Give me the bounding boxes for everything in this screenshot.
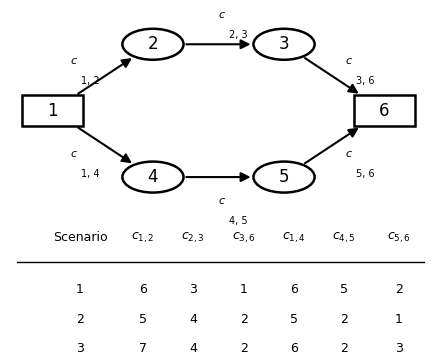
Text: 1, 2: 1, 2	[81, 76, 100, 86]
Text: $\mathregular{c}$: $\mathregular{c}$	[70, 149, 78, 159]
Text: 1: 1	[240, 283, 248, 296]
Text: 4: 4	[148, 168, 158, 186]
Text: 5: 5	[139, 312, 147, 326]
Text: 5: 5	[290, 312, 298, 326]
Text: $c_{4,5}$: $c_{4,5}$	[333, 230, 356, 245]
Text: 2: 2	[340, 342, 348, 355]
Text: $c_{5,6}$: $c_{5,6}$	[387, 230, 411, 245]
Text: 3: 3	[76, 342, 84, 355]
Text: 2, 3: 2, 3	[229, 30, 248, 40]
Bar	[354, 95, 415, 126]
Text: 6: 6	[379, 102, 390, 120]
Text: $c_{1,2}$: $c_{1,2}$	[131, 230, 155, 245]
Text: $\mathregular{c}$: $\mathregular{c}$	[218, 196, 226, 206]
Text: 2: 2	[395, 283, 403, 296]
Text: 5, 6: 5, 6	[356, 169, 375, 179]
Text: $\mathregular{c}$: $\mathregular{c}$	[218, 10, 226, 20]
Text: 1, 4: 1, 4	[81, 169, 99, 179]
Text: 6: 6	[139, 283, 147, 296]
Circle shape	[122, 29, 184, 60]
Text: 1: 1	[47, 102, 58, 120]
Text: Scenario: Scenario	[53, 231, 108, 244]
Text: 2: 2	[340, 312, 348, 326]
Text: 2: 2	[76, 312, 84, 326]
Text: 3, 6: 3, 6	[356, 76, 375, 86]
Text: 4: 4	[189, 342, 197, 355]
Text: 7: 7	[139, 342, 147, 355]
Text: 1: 1	[76, 283, 84, 296]
Text: 4: 4	[189, 312, 197, 326]
Text: 3: 3	[279, 35, 289, 53]
Text: 3: 3	[189, 283, 197, 296]
Text: 4, 5: 4, 5	[229, 216, 248, 226]
Text: $c_{3,6}$: $c_{3,6}$	[232, 230, 256, 245]
Text: 6: 6	[290, 342, 298, 355]
Text: $\mathregular{c}$: $\mathregular{c}$	[70, 56, 78, 66]
Text: 1: 1	[395, 312, 403, 326]
Text: 6: 6	[290, 283, 298, 296]
Circle shape	[253, 162, 315, 192]
Text: $\mathregular{c}$: $\mathregular{c}$	[345, 149, 353, 159]
Text: $c_{1,4}$: $c_{1,4}$	[282, 230, 306, 245]
Text: 3: 3	[395, 342, 403, 355]
Text: $\mathregular{c}$: $\mathregular{c}$	[345, 56, 353, 66]
Text: 2: 2	[240, 342, 248, 355]
Bar	[22, 95, 83, 126]
Text: 2: 2	[148, 35, 158, 53]
Circle shape	[253, 29, 315, 60]
Text: 2: 2	[240, 312, 248, 326]
Circle shape	[122, 162, 184, 192]
Text: 5: 5	[279, 168, 289, 186]
Text: 5: 5	[340, 283, 348, 296]
Text: $c_{2,3}$: $c_{2,3}$	[181, 230, 205, 245]
